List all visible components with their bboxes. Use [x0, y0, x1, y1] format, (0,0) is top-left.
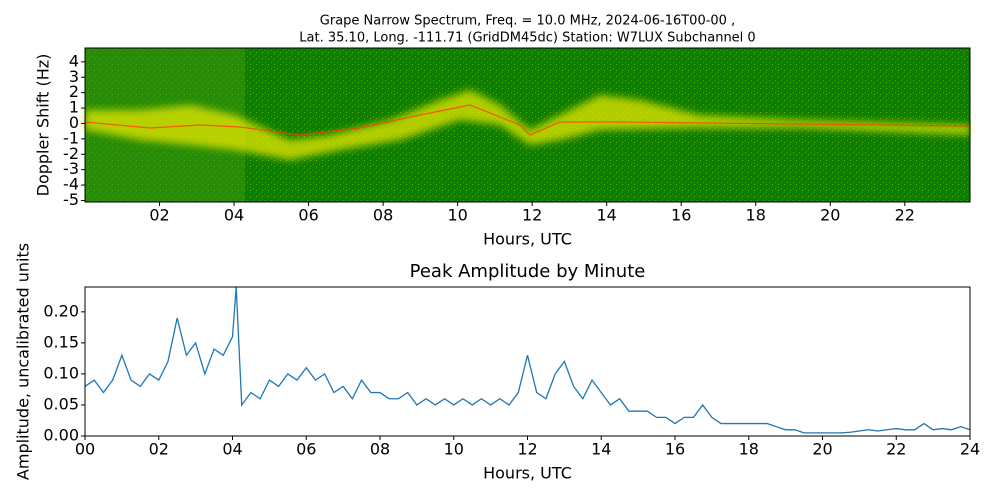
y-tick-label: 0.15 [43, 332, 79, 351]
x-tick-label: 06 [296, 440, 316, 459]
y-tick-label: -2 [63, 144, 79, 163]
y-tick-label: 1 [69, 98, 79, 117]
x-tick-label: 08 [373, 206, 393, 225]
x-tick-label: 00 [75, 440, 95, 459]
x-tick-label: 04 [222, 440, 242, 459]
chart-subtitle: Lat. 35.10, Long. -111.71 (GridDM45dc) S… [299, 31, 755, 46]
plot-frame [84, 286, 971, 437]
x-tick-label: 08 [370, 440, 390, 459]
x-tick-label: 20 [820, 206, 840, 225]
y-axis-label: Doppler Shift (Hz) [34, 54, 53, 197]
x-tick-label: 16 [665, 440, 685, 459]
y-tick-label: -3 [63, 159, 79, 178]
y-tick-label: 3 [69, 67, 79, 86]
y-tick-label: 0.00 [43, 426, 79, 445]
y-tick-label: 2 [69, 82, 79, 101]
y-tick-label: 0.10 [43, 363, 79, 382]
y-tick-label: -1 [63, 128, 79, 147]
x-axis-label: Hours, UTC [483, 230, 572, 249]
x-tick-label: 12 [517, 440, 537, 459]
x-tick-label: 22 [886, 440, 906, 459]
x-tick-label: 02 [149, 440, 169, 459]
x-tick-label: 22 [895, 206, 915, 225]
y-tick-label: 0 [69, 113, 79, 132]
y-tick-label: -4 [63, 175, 79, 194]
x-tick-label: 10 [447, 206, 467, 225]
y-tick-label: 0.05 [43, 394, 79, 413]
x-tick-label: 06 [298, 206, 318, 225]
y-tick-label: -5 [63, 190, 79, 209]
x-tick-label: 16 [671, 206, 691, 225]
line-series [84, 286, 971, 434]
chart-title: Grape Narrow Spectrum, Freq. = 10.0 MHz,… [320, 14, 735, 29]
x-tick-label: 14 [597, 206, 617, 225]
x-tick-label: 18 [739, 440, 759, 459]
x-tick-label: 18 [746, 206, 766, 225]
x-tick-label: 10 [444, 440, 464, 459]
y-axis-label: Amplitude, uncalibrated units [14, 243, 33, 480]
x-tick-label: 12 [522, 206, 542, 225]
spectrogram-image [84, 48, 971, 202]
y-tick-label: 4 [69, 51, 79, 70]
x-tick-label: 24 [960, 440, 980, 459]
x-tick-label: 02 [149, 206, 169, 225]
plot-frame [84, 47, 971, 203]
chart-title: Peak Amplitude by Minute [410, 261, 646, 282]
y-tick-label: 0.20 [43, 301, 79, 320]
x-tick-label: 14 [591, 440, 611, 459]
x-tick-label: 20 [812, 440, 832, 459]
x-axis-label: Hours, UTC [483, 464, 572, 483]
x-tick-label: 04 [224, 206, 244, 225]
